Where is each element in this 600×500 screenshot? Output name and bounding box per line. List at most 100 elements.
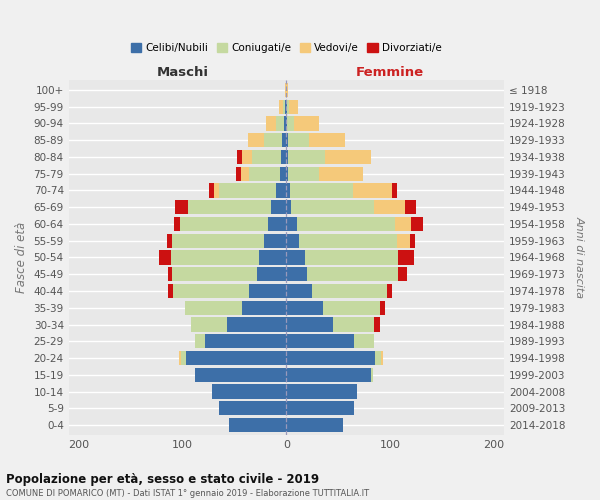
Bar — [286, 250, 305, 264]
Bar — [392, 184, 397, 198]
Bar — [387, 284, 392, 298]
Text: Femmine: Femmine — [356, 66, 424, 79]
Text: Maschi: Maschi — [157, 66, 209, 79]
Bar — [282, 133, 286, 148]
Bar — [168, 267, 172, 281]
Bar — [263, 234, 286, 248]
Bar — [171, 250, 259, 264]
Bar — [276, 184, 286, 198]
Bar — [219, 401, 286, 415]
Bar — [227, 318, 286, 332]
Bar — [380, 300, 385, 315]
Bar — [286, 300, 323, 315]
Bar — [309, 133, 346, 148]
Bar — [279, 100, 283, 114]
Bar — [410, 217, 423, 231]
Bar — [188, 200, 271, 214]
Bar — [248, 133, 263, 148]
Bar — [287, 116, 293, 130]
Bar — [205, 334, 286, 348]
Bar — [296, 217, 395, 231]
Bar — [292, 200, 374, 214]
Bar — [374, 200, 406, 214]
Bar — [212, 384, 286, 398]
Bar — [286, 150, 289, 164]
Bar — [172, 234, 263, 248]
Bar — [249, 166, 280, 181]
Bar — [186, 351, 286, 365]
Bar — [353, 334, 374, 348]
Bar — [242, 300, 286, 315]
Bar — [398, 250, 414, 264]
Bar — [241, 166, 249, 181]
Bar — [286, 166, 289, 181]
Bar — [299, 234, 397, 248]
Bar — [289, 133, 309, 148]
Bar — [312, 284, 387, 298]
Text: Popolazione per età, sesso e stato civile - 2019: Popolazione per età, sesso e stato civil… — [6, 472, 319, 486]
Bar — [259, 250, 286, 264]
Bar — [179, 217, 268, 231]
Bar — [286, 116, 287, 130]
Bar — [286, 351, 376, 365]
Bar — [219, 184, 276, 198]
Bar — [290, 184, 353, 198]
Bar — [286, 401, 353, 415]
Bar — [284, 116, 286, 130]
Bar — [398, 267, 407, 281]
Bar — [323, 300, 380, 315]
Bar — [195, 368, 286, 382]
Bar — [286, 418, 343, 432]
Bar — [280, 166, 286, 181]
Bar — [286, 368, 371, 382]
Bar — [380, 351, 383, 365]
Bar — [159, 250, 171, 264]
Bar — [268, 217, 286, 231]
Bar — [229, 418, 286, 432]
Bar — [252, 150, 281, 164]
Bar — [286, 334, 353, 348]
Bar — [285, 83, 286, 97]
Bar — [307, 267, 398, 281]
Bar — [286, 217, 296, 231]
Bar — [249, 284, 286, 298]
Bar — [283, 100, 285, 114]
Bar — [286, 234, 299, 248]
Bar — [173, 284, 249, 298]
Bar — [266, 116, 276, 130]
Bar — [257, 267, 286, 281]
Bar — [167, 234, 172, 248]
Bar — [175, 217, 179, 231]
Bar — [286, 83, 289, 97]
Bar — [289, 166, 319, 181]
Bar — [286, 267, 307, 281]
Bar — [191, 318, 227, 332]
Bar — [286, 100, 287, 114]
Bar — [181, 351, 186, 365]
Bar — [179, 351, 181, 365]
Bar — [172, 267, 257, 281]
Bar — [325, 150, 371, 164]
Bar — [287, 100, 289, 114]
Bar — [289, 100, 298, 114]
Bar — [168, 284, 173, 298]
Bar — [333, 318, 374, 332]
Bar — [242, 150, 252, 164]
Bar — [195, 334, 205, 348]
Legend: Celibi/Nubili, Coniugati/e, Vedovi/e, Divorziati/e: Celibi/Nubili, Coniugati/e, Vedovi/e, Di… — [127, 39, 446, 57]
Bar — [286, 318, 333, 332]
Bar — [410, 234, 415, 248]
Bar — [276, 116, 284, 130]
Bar — [281, 150, 286, 164]
Bar — [236, 150, 242, 164]
Y-axis label: Fasce di età: Fasce di età — [15, 222, 28, 293]
Bar — [286, 184, 290, 198]
Bar — [353, 184, 392, 198]
Bar — [293, 116, 319, 130]
Bar — [185, 300, 242, 315]
Bar — [209, 184, 214, 198]
Bar — [286, 200, 292, 214]
Bar — [271, 200, 286, 214]
Bar — [305, 250, 398, 264]
Bar — [397, 234, 410, 248]
